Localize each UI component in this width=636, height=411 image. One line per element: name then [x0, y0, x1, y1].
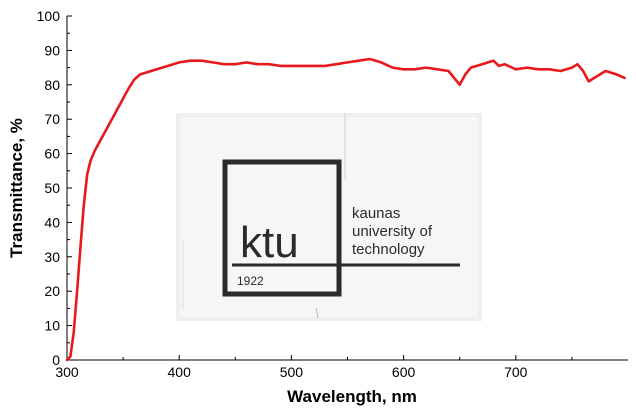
series-layer [65, 57, 626, 362]
ktu-logo-text-2: university of [352, 223, 433, 240]
x-tick-label: 300 [55, 364, 79, 380]
x-axis-title: Wavelength, nm [287, 387, 417, 406]
plot-area: 0 10 20 30 40 50 60 70 80 90 100 300 400 500 600 700 [37, 8, 628, 380]
y-tick-label: 70 [44, 111, 60, 127]
ktu-logo-text-1: kaunas [352, 205, 400, 222]
y-axis-title: Transmittance, % [7, 118, 26, 258]
ktu-logo-text-3: technology [352, 241, 425, 258]
transmittance-series-line [65, 57, 626, 362]
ktu-logo-mark: ktu [240, 218, 299, 267]
y-tick-label: 10 [44, 318, 60, 334]
x-tick-label: 600 [392, 364, 416, 380]
y-tick-label: 90 [44, 42, 60, 58]
y-tick-label: 30 [44, 249, 60, 265]
y-tick-label: 0 [52, 352, 60, 368]
ktu-logo-frame [222, 159, 342, 297]
y-tick-label: 80 [44, 77, 60, 93]
y-tick-label: 40 [44, 214, 60, 230]
y-tick-label: 20 [44, 283, 60, 299]
y-tick-label: 50 [44, 180, 60, 196]
y-tick-label: 60 [44, 146, 60, 162]
ktu-logo-year: 1922 [237, 274, 264, 288]
ktu-logo-image: ktu 1922 kaunas university of technology [176, 113, 482, 321]
y-tick-label: 100 [37, 8, 61, 24]
x-tick-label: 400 [168, 364, 192, 380]
x-tick-label: 500 [280, 364, 304, 380]
x-tick-label: 700 [504, 364, 528, 380]
